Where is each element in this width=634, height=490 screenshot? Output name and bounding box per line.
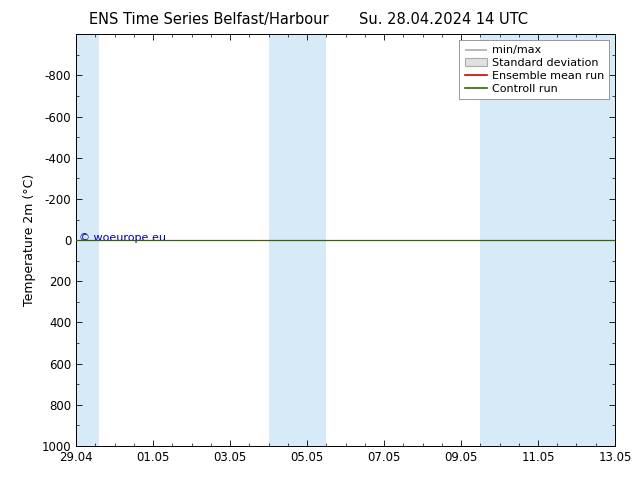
Text: © woeurope.eu: © woeurope.eu (79, 233, 165, 243)
Text: Su. 28.04.2024 14 UTC: Su. 28.04.2024 14 UTC (359, 12, 528, 27)
Y-axis label: Temperature 2m (°C): Temperature 2m (°C) (23, 174, 36, 306)
Legend: min/max, Standard deviation, Ensemble mean run, Controll run: min/max, Standard deviation, Ensemble me… (460, 40, 609, 99)
Bar (269, 34, 327, 446)
Text: ENS Time Series Belfast/Harbour: ENS Time Series Belfast/Harbour (89, 12, 329, 27)
Bar (480, 34, 615, 446)
Bar (76, 34, 99, 446)
